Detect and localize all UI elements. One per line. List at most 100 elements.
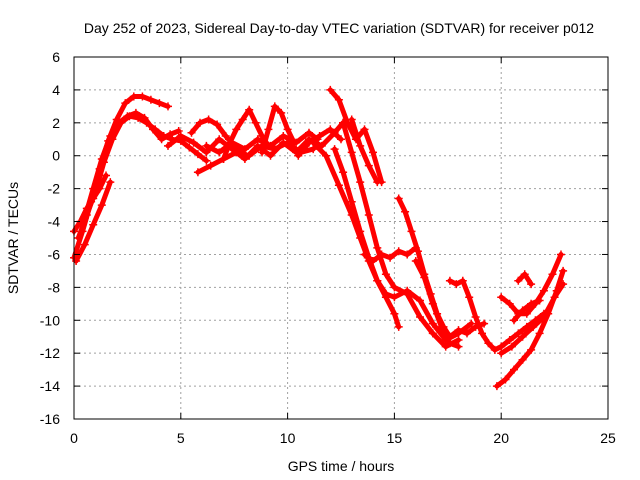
data-point-marker — [185, 143, 194, 152]
data-point-marker — [251, 118, 260, 127]
data-point-marker — [539, 286, 548, 295]
data-point-marker — [232, 125, 241, 134]
data-point-marker — [326, 125, 335, 134]
data-point-marker — [364, 211, 373, 219]
data-point-marker — [497, 349, 506, 358]
data-point-marker — [505, 299, 514, 308]
data-point-marker — [401, 207, 410, 216]
series-arc-23 — [497, 250, 565, 318]
data-point-marker — [258, 148, 266, 157]
series-arc-26 — [514, 270, 536, 289]
data-point-marker — [356, 141, 365, 150]
data-point-marker — [559, 266, 568, 275]
data-point-marker — [245, 151, 254, 160]
series-arc-18 — [360, 243, 420, 265]
data-point-marker — [428, 319, 437, 328]
data-point-marker — [309, 138, 318, 147]
data-point-marker — [149, 125, 157, 134]
data-point-marker — [373, 276, 382, 285]
data-point-marker — [157, 135, 166, 144]
data-point-marker — [339, 168, 348, 177]
y-tick-label: -12 — [40, 345, 60, 361]
data-point-marker — [452, 280, 461, 289]
data-point-marker — [204, 115, 213, 124]
data-point-marker — [522, 309, 531, 318]
y-axis-label: SDTVAR / TECUs — [5, 182, 21, 294]
data-point-marker — [356, 178, 365, 187]
x-axis-label: GPS time / hours — [288, 458, 395, 474]
data-point-marker — [490, 345, 499, 354]
data-point-marker — [72, 257, 81, 265]
data-point-marker — [283, 125, 292, 134]
data-point-marker — [514, 329, 523, 338]
data-point-marker — [539, 313, 548, 321]
series-line — [349, 117, 380, 185]
data-point-marker — [270, 145, 279, 154]
data-point-marker — [518, 306, 527, 315]
data-point-marker — [386, 253, 395, 262]
data-point-marker — [213, 120, 222, 129]
data-point-marker — [347, 148, 356, 157]
series-arc-12 — [294, 125, 345, 160]
data-point-marker — [114, 118, 123, 127]
data-point-marker — [497, 293, 506, 302]
y-tick-label: 4 — [52, 82, 60, 98]
series-line — [259, 103, 297, 155]
series-arc-25 — [510, 296, 544, 325]
y-tick-label: -6 — [48, 246, 61, 262]
series-line — [511, 298, 543, 323]
data-point-marker — [420, 273, 429, 282]
data-point-marker — [510, 316, 518, 325]
data-point-marker — [381, 289, 390, 298]
data-point-marker — [102, 171, 110, 180]
data-point-marker — [334, 181, 343, 190]
y-tick-label: 2 — [52, 115, 60, 131]
data-point-marker — [445, 276, 454, 285]
data-point-marker — [403, 250, 412, 259]
data-point-marker — [454, 326, 463, 335]
data-point-marker — [97, 201, 106, 210]
data-point-marker — [106, 178, 115, 187]
data-point-marker — [228, 138, 237, 147]
data-point-marker — [166, 130, 175, 139]
data-point-marker — [390, 309, 399, 318]
data-point-marker — [322, 151, 330, 160]
data-point-marker — [232, 148, 241, 157]
series-line — [332, 146, 474, 343]
data-point-marker — [557, 250, 565, 259]
series-line — [82, 110, 182, 221]
data-point-marker — [89, 194, 98, 203]
data-point-marker — [478, 329, 486, 338]
data-point-marker — [518, 355, 527, 364]
x-tick-label: 10 — [280, 430, 296, 446]
series-line — [203, 130, 320, 155]
data-point-marker — [548, 270, 557, 279]
data-point-marker — [437, 322, 446, 331]
data-point-marker — [411, 257, 420, 265]
data-point-marker — [202, 141, 211, 150]
data-point-marker — [202, 156, 211, 165]
data-point-marker — [294, 151, 303, 160]
x-tick-label: 15 — [387, 430, 403, 446]
data-point-marker — [360, 125, 369, 134]
series-line — [498, 252, 564, 317]
data-point-marker — [279, 132, 288, 140]
data-point-marker — [529, 322, 538, 331]
data-point-marker — [131, 108, 140, 117]
data-point-marker — [514, 276, 523, 285]
data-point-marker — [140, 113, 149, 122]
data-point-marker — [196, 118, 204, 127]
data-point-marker — [337, 135, 345, 144]
data-point-marker — [377, 250, 386, 259]
data-point-marker — [458, 276, 467, 285]
data-point-marker — [270, 102, 279, 111]
data-point-marker — [155, 99, 164, 108]
data-point-marker — [428, 329, 437, 338]
data-point-marker — [527, 280, 536, 289]
data-point-marker — [266, 151, 275, 160]
data-point-marker — [80, 240, 89, 249]
data-point-marker — [373, 243, 382, 252]
series-layer — [70, 85, 568, 391]
data-point-marker — [315, 132, 324, 140]
